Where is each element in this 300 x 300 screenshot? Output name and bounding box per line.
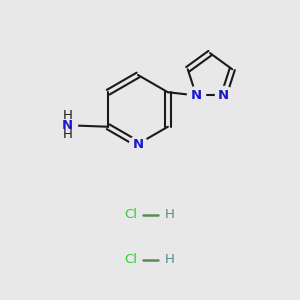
Text: H: H	[165, 253, 174, 266]
Text: H: H	[63, 109, 73, 122]
Text: H: H	[63, 128, 73, 141]
Text: N: N	[191, 89, 202, 102]
Text: N: N	[218, 89, 229, 102]
Text: H: H	[165, 208, 174, 221]
Text: Cl: Cl	[124, 208, 137, 221]
Text: Cl: Cl	[124, 253, 137, 266]
Text: N: N	[62, 119, 73, 132]
Text: N: N	[132, 137, 144, 151]
